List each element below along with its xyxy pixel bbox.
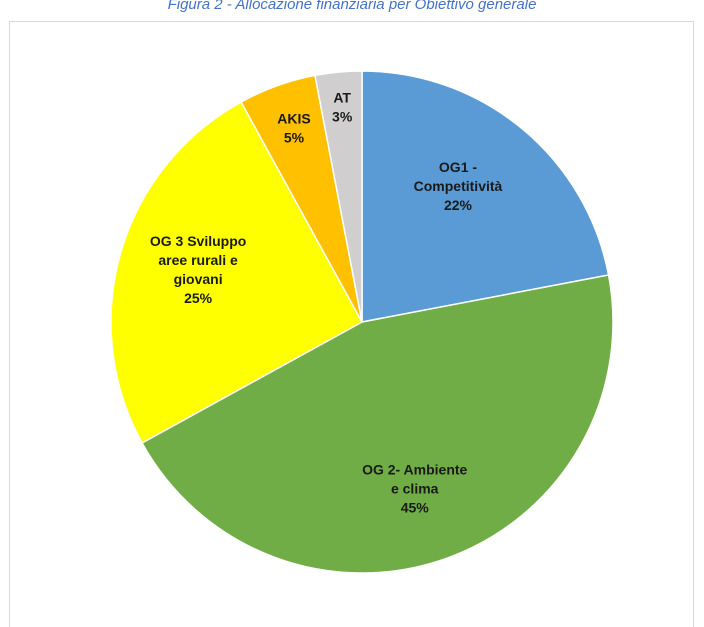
pie-slice-1 xyxy=(361,70,610,323)
pie-category-label: Competitività xyxy=(414,178,503,194)
pie-value-label: 3% xyxy=(332,109,353,125)
pie-slice-5 xyxy=(314,70,363,323)
pie-category-label: OG1 - xyxy=(439,159,477,175)
pie-category-label: aree rurali e xyxy=(158,252,238,268)
pie-value-label: 22% xyxy=(444,197,473,213)
pie-slice-2 xyxy=(141,274,614,574)
pie-category-label: AKIS xyxy=(277,111,310,127)
pie-slice-3 xyxy=(110,101,364,444)
pie-labels: OG1 - Competitività 22% OG 2- Ambiente e cli… xyxy=(150,90,503,516)
pie-label-3: OG 3 Sviluppo aree rurali e giovani 25% xyxy=(150,233,246,306)
pie-slices xyxy=(110,70,614,574)
pie-category-label: AT xyxy=(333,90,351,106)
pie-label-4: AKIS 5% xyxy=(277,111,310,146)
pie-value-label: 45% xyxy=(401,499,430,515)
pie-label-2: OG 2- Ambiente e clima 45% xyxy=(362,461,467,515)
figure-caption: Figura 2 - Allocazione finanziaria per O… xyxy=(167,0,537,13)
pie-value-label: 25% xyxy=(184,290,213,306)
pie-category-label: OG 3 Sviluppo xyxy=(150,233,246,249)
pie-category-label: OG 2- Ambiente xyxy=(362,461,467,477)
chart-frame: OG1 - Competitività 22% OG 2- Ambiente e cli… xyxy=(9,21,694,627)
pie-category-label: giovani xyxy=(174,271,223,287)
pie-chart: OG1 - Competitività 22% OG 2- Ambiente e cli… xyxy=(110,70,614,574)
pie-category-label: e clima xyxy=(391,480,439,496)
pie-value-label: 5% xyxy=(284,130,305,146)
pie-label-1: OG1 - Competitività 22% xyxy=(414,159,503,213)
pie-label-5: AT 3% xyxy=(332,90,353,125)
